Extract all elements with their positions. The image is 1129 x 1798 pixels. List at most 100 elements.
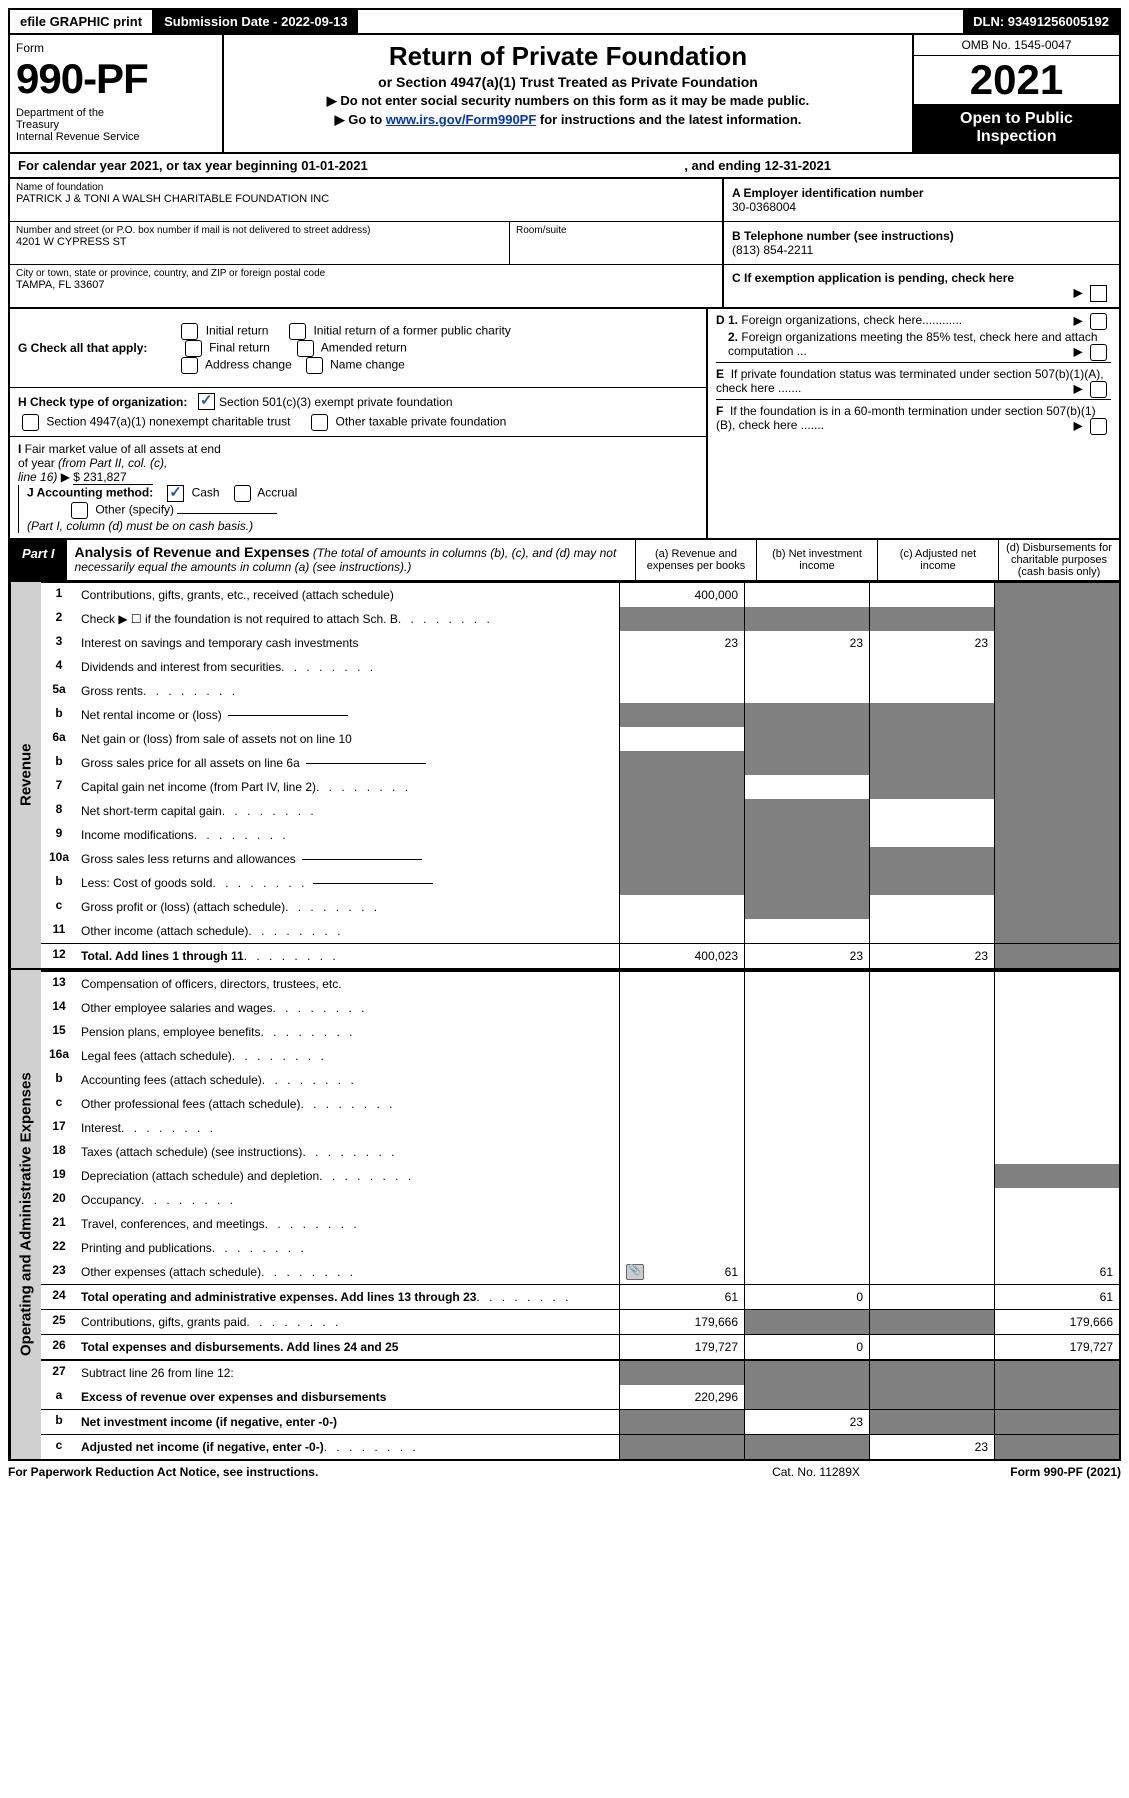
line-desc: Contributions, gifts, grants paid . . . …	[77, 1310, 619, 1334]
col-d	[994, 1164, 1119, 1188]
col-c	[869, 799, 994, 823]
table-row: 14Other employee salaries and wages . . …	[41, 996, 1119, 1020]
col-d	[994, 1068, 1119, 1092]
d2-checkbox[interactable]	[1090, 344, 1107, 361]
exemption-checkbox[interactable]	[1090, 285, 1107, 302]
col-d	[994, 1361, 1119, 1385]
e-checkbox[interactable]	[1090, 381, 1107, 398]
line-number: c	[41, 895, 77, 919]
j-opt-2: Other (specify)	[95, 503, 174, 517]
part1-title: Analysis of Revenue and Expenses	[75, 544, 310, 560]
g-opt-3: Amended return	[321, 340, 407, 354]
col-a	[619, 1236, 744, 1260]
col-a: 179,666	[619, 1310, 744, 1334]
line-desc: Other expenses (attach schedule) . . . .…	[77, 1260, 619, 1284]
col-b	[744, 996, 869, 1020]
g-amended-checkbox[interactable]	[297, 340, 314, 357]
col-d	[994, 919, 1119, 943]
line-desc: Interest on savings and temporary cash i…	[77, 631, 619, 655]
line-number: 13	[41, 972, 77, 996]
col-c	[869, 1410, 994, 1434]
table-row: bNet investment income (if negative, ent…	[41, 1409, 1119, 1434]
h-4947-checkbox[interactable]	[22, 414, 39, 431]
col-b	[744, 1435, 869, 1459]
line-number: 3	[41, 631, 77, 655]
h-opt-1: Section 4947(a)(1) nonexempt charitable …	[46, 415, 290, 429]
line-number: b	[41, 751, 77, 775]
col-b	[744, 775, 869, 799]
g-row: G Check all that apply: Initial return I…	[10, 309, 706, 388]
form-subtitle-3: ▶ Go to www.irs.gov/Form990PF for instru…	[228, 112, 908, 128]
col-c	[869, 972, 994, 996]
col-a	[619, 1116, 744, 1140]
d1-text: Foreign organizations, check here.......…	[741, 313, 962, 327]
irs-link[interactable]: www.irs.gov/Form990PF	[386, 112, 537, 127]
table-row: bAccounting fees (attach schedule) . . .…	[41, 1068, 1119, 1092]
d-row: D 1. Foreign organizations, check here..…	[716, 313, 1111, 363]
g-initial-public-checkbox[interactable]	[289, 323, 306, 340]
g-address-checkbox[interactable]	[181, 357, 198, 374]
h-other-checkbox[interactable]	[311, 414, 328, 431]
line-number: 18	[41, 1140, 77, 1164]
j-accrual-checkbox[interactable]	[234, 485, 251, 502]
line-desc: Capital gain net income (from Part IV, l…	[77, 775, 619, 799]
footer: For Paperwork Reduction Act Notice, see …	[8, 1461, 1121, 1483]
i-val: $ 231,827	[73, 470, 153, 485]
col-d	[994, 823, 1119, 847]
top-bar: efile GRAPHIC print Submission Date - 20…	[8, 8, 1121, 35]
col-c	[869, 1361, 994, 1385]
j-other-checkbox[interactable]	[71, 502, 88, 519]
line-number: 23	[41, 1260, 77, 1284]
e-text: If private foundation status was termina…	[716, 367, 1104, 395]
line-number: 6a	[41, 727, 77, 751]
table-body: 13Compensation of officers, directors, t…	[41, 970, 1119, 1459]
h-501c3-checkbox[interactable]	[198, 393, 215, 410]
g-opt-0: Initial return	[206, 323, 269, 337]
col-b	[744, 1188, 869, 1212]
cs-right: D 1. Foreign organizations, check here..…	[708, 309, 1119, 538]
col-b	[744, 1140, 869, 1164]
city-val: TAMPA, FL 33607	[16, 279, 716, 291]
main-table: Revenue1Contributions, gifts, grants, et…	[8, 582, 1121, 1461]
col-a	[619, 1092, 744, 1116]
col-b	[744, 1385, 869, 1409]
col-b: 0	[744, 1285, 869, 1309]
col-b	[744, 1068, 869, 1092]
h-opt-0: Section 501(c)(3) exempt private foundat…	[219, 395, 452, 409]
col-b	[744, 823, 869, 847]
g-name-checkbox[interactable]	[306, 357, 323, 374]
col-c	[869, 1236, 994, 1260]
col-d	[994, 1410, 1119, 1434]
line-number: 20	[41, 1188, 77, 1212]
col-d	[994, 847, 1119, 871]
table-row: 19Depreciation (attach schedule) and dep…	[41, 1164, 1119, 1188]
col-b: 23	[744, 944, 869, 968]
attachment-icon[interactable]: 📎	[626, 1264, 644, 1280]
h-line2: Section 4947(a)(1) nonexempt charitable …	[18, 414, 698, 431]
col-b	[744, 1310, 869, 1334]
j-cash-checkbox[interactable]	[167, 485, 184, 502]
dln: DLN: 93491256005192	[963, 10, 1119, 33]
g-initial-checkbox[interactable]	[181, 323, 198, 340]
col-b	[744, 871, 869, 895]
col-d	[994, 871, 1119, 895]
h-label: H Check type of organization:	[18, 395, 187, 409]
col-a	[619, 1140, 744, 1164]
d1-checkbox[interactable]	[1090, 313, 1107, 330]
line-number: 7	[41, 775, 77, 799]
j-opt-1: Accrual	[257, 486, 297, 500]
col-a	[619, 1361, 744, 1385]
table-row: 18Taxes (attach schedule) (see instructi…	[41, 1140, 1119, 1164]
line-desc: Other income (attach schedule) . . . . .…	[77, 919, 619, 943]
efile-label: efile GRAPHIC print	[10, 10, 154, 33]
col-c	[869, 775, 994, 799]
line-desc: Adjusted net income (if negative, enter …	[77, 1435, 619, 1459]
f-checkbox[interactable]	[1090, 418, 1107, 435]
tax-year: 2021	[914, 56, 1119, 104]
col-a	[619, 895, 744, 919]
department: Department of theTreasuryInternal Revenu…	[16, 107, 216, 143]
g-final-checkbox[interactable]	[185, 340, 202, 357]
col-c	[869, 1140, 994, 1164]
col-c	[869, 1020, 994, 1044]
line-desc: Less: Cost of goods sold . . . . . . . .	[77, 871, 619, 895]
